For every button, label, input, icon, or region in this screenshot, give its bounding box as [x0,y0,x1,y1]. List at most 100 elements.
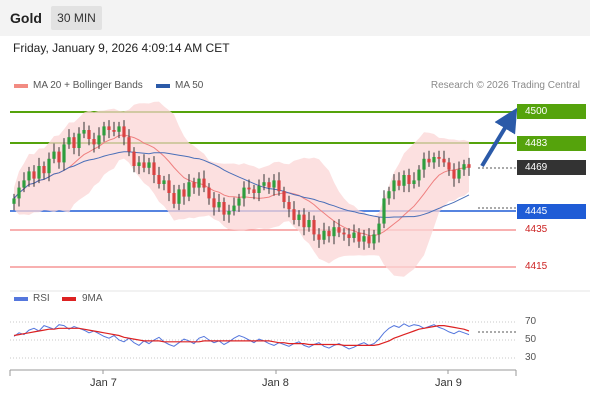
candle-body [242,187,246,199]
timeframe-button[interactable]: 30 MIN [51,6,102,30]
candle-body [167,180,171,193]
rsi-tick-50: 50 [525,334,537,345]
copyright: Research © 2026 Trading Central [430,80,580,91]
candle-body [412,180,416,184]
candle-body [132,151,136,166]
rsi-legend: RSI [33,293,50,304]
candle-body [47,158,51,174]
candle-body [362,236,366,242]
candle-body [217,202,221,208]
candle-body [212,198,216,208]
candle-body [207,187,211,199]
candle-body [262,182,266,186]
rsi-ma-swatch [62,297,76,301]
x-tick-jan7: Jan 7 [90,377,117,389]
candle-body [162,180,166,184]
candle-body [147,162,151,168]
candle-body [342,232,346,235]
rsi-tick-30: 30 [525,352,537,363]
candle-body [447,162,451,170]
candle-body [27,171,31,181]
chart-header: Gold 30 MIN [0,0,590,36]
candle-body [382,198,386,224]
candle-body [277,180,281,192]
candle-body [392,180,396,192]
candle-body [417,169,421,181]
candle-body [467,164,471,168]
candle-body [227,211,231,215]
candle-body [102,126,106,136]
candle-body [17,187,21,199]
candle-body [152,162,156,175]
candle-body [442,158,446,163]
candle-body [292,209,296,220]
candle-body [82,130,86,134]
rsi-swatch [14,297,28,301]
candle-body [437,157,441,159]
candle-body [112,130,116,132]
level-label-4415: 4415 [525,261,548,272]
candle-body [357,232,361,242]
candle-body [402,175,406,186]
candle-body [52,151,56,159]
level-label-4435: 4435 [525,224,548,235]
candle-body [177,189,181,204]
candle-body [397,180,401,186]
candle-body [197,178,201,188]
level-tag-4483: 4483 [517,136,586,151]
candle-body [267,182,271,188]
candle-body [72,137,76,148]
candle-body [457,169,461,179]
rsi-tick-70: 70 [525,316,537,327]
candle-body [282,191,286,202]
candle-body [452,169,456,179]
candle-body [187,182,191,197]
candle-body [67,137,71,145]
candle-body [407,175,411,184]
candle-body [367,236,371,244]
ma20-swatch [14,84,28,88]
rsi-ma-line [13,325,470,346]
candle-body [427,158,431,163]
candle-body [317,234,321,240]
forecast-arrow [480,107,518,168]
candle-body [202,178,206,188]
candle-body [337,227,341,233]
candle-body [312,220,316,235]
candle-body [332,227,336,237]
x-tick-jan9: Jan 9 [435,377,462,389]
candle-body [107,126,111,130]
candle-body [137,162,141,166]
candle-body [97,135,101,145]
candle-body [37,166,41,179]
rsi-line [13,323,470,350]
candle-body [182,189,186,197]
candle-body [87,130,91,139]
ma20-line [13,134,470,237]
candle-body [432,157,436,163]
candle-body [302,214,306,228]
candle-body [352,232,356,238]
ma50-swatch [156,84,170,88]
candle-body [142,162,146,168]
candle-body [422,158,426,170]
candle-body [32,171,36,179]
rsi-ma-legend: 9MA [82,293,103,304]
candle-body [347,234,351,238]
candle-body [172,193,176,204]
candle-body [322,230,326,240]
candle-body [117,126,121,132]
candle-body [387,191,391,199]
level-tag-4500: 4500 [517,104,586,119]
candle-body [57,151,61,163]
candle-body [22,180,26,188]
ma50-line [13,151,470,218]
level-tag-4469: 4469 [517,160,586,175]
candle-body [247,187,251,190]
candle-body [252,189,256,193]
level-tag-4445: 4445 [517,204,586,219]
candle-body [327,230,331,237]
candle-body [377,223,381,235]
timestamp: Friday, January 9, 2026 4:09:14 AM CET [13,41,230,55]
